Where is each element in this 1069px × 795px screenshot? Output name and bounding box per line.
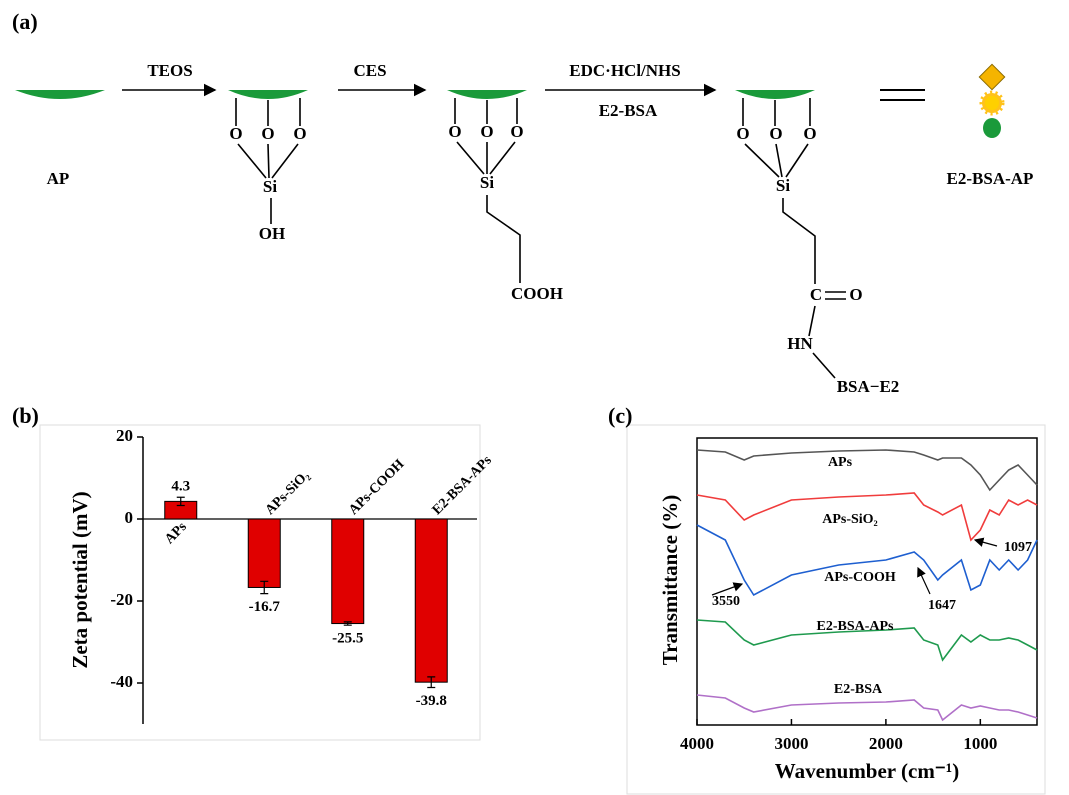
series-label: APs <box>828 455 853 470</box>
peak-label: 1647 <box>928 598 956 613</box>
category-label: APs <box>162 519 190 547</box>
product-label: E2-BSA-AP <box>947 169 1034 188</box>
reagent: TEOS <box>147 61 192 80</box>
atom: O <box>510 122 523 141</box>
panel-frame <box>39 424 481 741</box>
atom: Si <box>263 177 277 196</box>
series-label: APs-SiO₂ <box>822 512 878 527</box>
atom: O <box>261 124 274 143</box>
atom: C <box>810 285 822 304</box>
atom: O <box>803 124 816 143</box>
peak-arrow <box>711 582 744 596</box>
y-tick-label: 0 <box>125 508 134 527</box>
atom: O <box>448 122 461 141</box>
bonds <box>454 98 521 283</box>
series-label: E2-BSA-APs <box>816 619 894 634</box>
reagent: EDC·HCl/NHS <box>569 61 680 80</box>
category-label: APs-SiO₂ <box>263 468 313 518</box>
error-bar <box>176 496 185 507</box>
spectrum <box>696 694 1038 722</box>
reagent: E2-BSA <box>599 101 658 120</box>
plot-frame <box>696 437 1038 726</box>
y-axis-label: Transmittance (%) <box>658 495 682 666</box>
error-bar <box>343 621 352 626</box>
atom: HN <box>787 334 813 353</box>
panel-frame <box>626 424 1046 795</box>
bar <box>247 518 281 588</box>
series-label: E2-BSA <box>834 682 883 697</box>
atom: O <box>229 124 242 143</box>
atom: O <box>769 124 782 143</box>
scheme: (a) AP TEOS CES EDC·HCl/NHS E2-BSA O O O… <box>12 9 1033 396</box>
atom: Si <box>776 176 790 195</box>
particle <box>228 90 308 99</box>
particle <box>447 90 527 99</box>
atom: O <box>849 285 862 304</box>
reagent: CES <box>353 61 386 80</box>
y-tick-label: 20 <box>116 426 133 445</box>
atom: OH <box>259 224 285 243</box>
panel-label: (c) <box>608 403 632 428</box>
spectrum <box>696 619 1038 662</box>
product-label: AP <box>47 169 70 188</box>
value-label: -25.5 <box>332 631 363 647</box>
peak-arrow <box>917 566 931 595</box>
bonds <box>742 98 846 379</box>
series-label: APs-COOH <box>824 570 896 585</box>
particle <box>15 90 105 99</box>
x-tick-label: 3000 <box>774 734 808 753</box>
atom: O <box>293 124 306 143</box>
error-bar <box>427 676 436 689</box>
bar <box>414 518 448 683</box>
x-tick-label: 1000 <box>963 734 997 753</box>
spectrum <box>696 524 1038 597</box>
y-tick-label: -20 <box>110 590 133 609</box>
atom: COOH <box>511 284 563 303</box>
atom: O <box>736 124 749 143</box>
y-tick-label: -40 <box>110 672 133 691</box>
particle <box>735 90 815 99</box>
category-label: E2-BSA-APs <box>430 453 495 518</box>
conjugate-icon <box>978 63 1006 138</box>
x-axis-label: Wavenumber (cm⁻¹) <box>775 759 959 783</box>
error-bar <box>260 580 269 595</box>
panel-label: (b) <box>12 403 39 428</box>
x-tick-label: 2000 <box>869 734 903 753</box>
panel-label: (a) <box>12 9 38 34</box>
x-tick-label: 4000 <box>680 734 714 753</box>
peak-arrow <box>973 537 998 547</box>
atom: O <box>480 122 493 141</box>
atom: BSA−E2 <box>837 377 900 396</box>
peak-label: 3550 <box>712 594 740 609</box>
bar <box>331 518 365 625</box>
value-label: 4.3 <box>171 479 190 495</box>
y-axis-label: Zeta potential (mV) <box>68 491 92 668</box>
spectrum <box>696 492 1038 542</box>
charts: -40 -20 0 20 Zeta potential (mV) 4.3 APs -16.7 A… <box>68 426 1038 783</box>
spectrum <box>696 449 1038 492</box>
peak-label: 1097 <box>1004 540 1032 555</box>
value-label: -39.8 <box>416 693 447 709</box>
category-label: APs-COOH <box>346 457 407 518</box>
value-label: -16.7 <box>249 599 281 615</box>
bonds <box>235 98 301 224</box>
atom: Si <box>480 173 494 192</box>
